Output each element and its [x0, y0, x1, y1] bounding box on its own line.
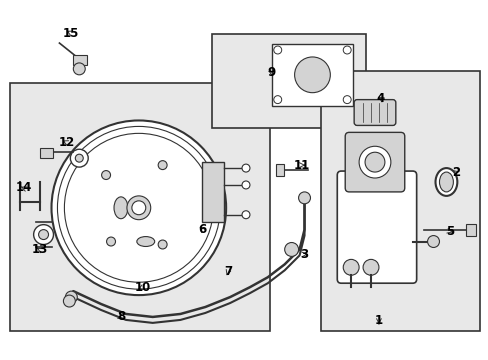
- Circle shape: [63, 295, 75, 307]
- Text: 14: 14: [16, 181, 32, 194]
- Text: 9: 9: [267, 66, 275, 79]
- Text: 10: 10: [134, 281, 151, 294]
- Ellipse shape: [439, 172, 452, 192]
- Text: 4: 4: [376, 92, 384, 105]
- Circle shape: [73, 63, 85, 75]
- Text: 3: 3: [300, 248, 308, 261]
- Text: 12: 12: [58, 136, 74, 149]
- Circle shape: [294, 57, 330, 93]
- Bar: [212, 34, 366, 129]
- Circle shape: [65, 291, 77, 303]
- Circle shape: [273, 96, 281, 104]
- Circle shape: [158, 161, 167, 170]
- Circle shape: [298, 192, 310, 204]
- FancyBboxPatch shape: [345, 132, 404, 192]
- Circle shape: [284, 243, 298, 256]
- Ellipse shape: [435, 168, 456, 196]
- Circle shape: [242, 211, 249, 219]
- Circle shape: [106, 237, 115, 246]
- Circle shape: [70, 149, 88, 167]
- FancyBboxPatch shape: [337, 171, 416, 283]
- Text: 2: 2: [451, 166, 460, 179]
- Circle shape: [343, 260, 358, 275]
- Text: 6: 6: [198, 223, 206, 236]
- Bar: [466, 224, 475, 235]
- Bar: [202, 162, 224, 222]
- Ellipse shape: [137, 237, 154, 247]
- Text: 11: 11: [293, 159, 309, 172]
- Bar: [271, 44, 352, 105]
- Bar: [275, 164, 283, 176]
- Bar: [40, 148, 53, 158]
- Bar: [10, 83, 269, 331]
- Circle shape: [358, 146, 390, 178]
- Circle shape: [427, 235, 439, 247]
- Text: 15: 15: [63, 27, 80, 40]
- Circle shape: [242, 181, 249, 189]
- Text: 5: 5: [446, 225, 453, 238]
- Circle shape: [362, 260, 378, 275]
- Circle shape: [242, 164, 249, 172]
- Bar: [321, 71, 479, 331]
- Circle shape: [343, 96, 350, 104]
- Text: 7: 7: [224, 265, 232, 278]
- Bar: [73, 55, 87, 65]
- Circle shape: [102, 171, 110, 180]
- Circle shape: [343, 46, 350, 54]
- Circle shape: [273, 46, 281, 54]
- Text: 8: 8: [117, 310, 125, 323]
- Ellipse shape: [114, 197, 128, 219]
- Circle shape: [127, 196, 150, 220]
- Circle shape: [75, 154, 83, 162]
- Circle shape: [365, 152, 384, 172]
- Circle shape: [39, 230, 48, 239]
- Circle shape: [51, 121, 225, 295]
- Circle shape: [158, 240, 167, 249]
- Text: 1: 1: [374, 314, 382, 327]
- FancyBboxPatch shape: [353, 100, 395, 125]
- Circle shape: [34, 225, 53, 244]
- Text: 13: 13: [31, 243, 48, 256]
- Circle shape: [134, 203, 143, 212]
- Circle shape: [132, 201, 145, 215]
